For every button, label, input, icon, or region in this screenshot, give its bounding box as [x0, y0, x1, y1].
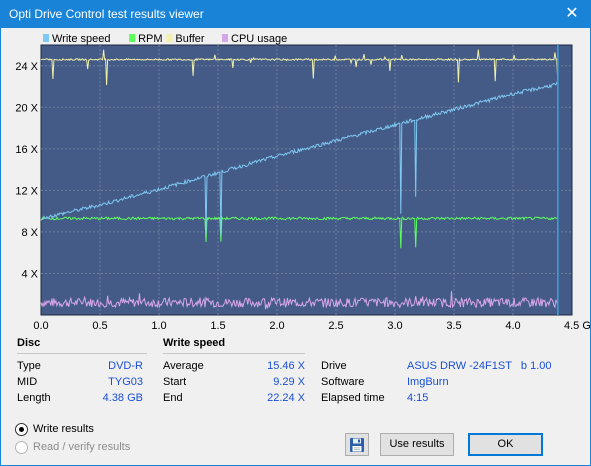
disc-mid-label: MID	[17, 376, 38, 388]
drive-value: ASUS DRW -24F1ST b 1.00	[407, 360, 552, 372]
disc-type-label: Type	[17, 360, 41, 372]
x-tick-label-0: 0.0	[33, 320, 48, 332]
chart-area: Write speed RPM Buffer CPU usage 0.0 0.5 1.0 1.…	[1, 28, 591, 333]
read-verify-results-label: Read / verify results	[33, 441, 131, 453]
speed-row-average: Average 15.46 X	[163, 360, 305, 374]
write-speed-divider	[163, 353, 305, 354]
x-tick-label-4: 2.0	[269, 320, 284, 332]
radio-unselected-icon	[15, 441, 28, 454]
x-tick-label-6: 3.0	[387, 320, 402, 332]
y-tick-label-5: 24 X	[15, 61, 38, 73]
info-row-software: Software ImgBurn	[321, 376, 581, 390]
y-tick-label-3: 16 X	[15, 144, 38, 156]
bottom-bar: Write results Read / verify results Use …	[1, 413, 590, 465]
use-results-button[interactable]: Use results	[380, 433, 454, 456]
x-tick-label-9: 4.5 GB	[564, 320, 590, 332]
x-tick-label-7: 3.5	[446, 320, 461, 332]
write-results-label: Write results	[33, 423, 94, 435]
elapsed-time-value: 4:15	[407, 392, 429, 404]
speed-row-end: End 22.24 X	[163, 392, 305, 406]
end-value: 22.24 X	[267, 392, 305, 404]
x-tick-label-1: 0.5	[92, 320, 107, 332]
series-rpm	[40, 215, 559, 249]
legend-swatch-2	[166, 34, 173, 42]
software-value: ImgBurn	[407, 376, 449, 388]
legend-label-2: Buffer	[175, 33, 204, 45]
plot-background	[40, 44, 573, 316]
end-label: End	[163, 392, 183, 404]
grid-lines	[41, 45, 572, 315]
y-tick-label-2: 12 X	[15, 185, 38, 197]
average-label: Average	[163, 360, 204, 372]
software-label: Software	[321, 376, 365, 388]
y-tick-label-1: 8 X	[21, 227, 38, 239]
y-tick-label-0: 4 X	[21, 268, 38, 280]
series-cpu-usage	[40, 290, 559, 310]
disc-row-mid: MID TYG03	[17, 376, 147, 390]
ok-button[interactable]: OK	[468, 433, 543, 456]
info-row-drive: Drive ASUS DRW -24F1ST b 1.00	[321, 360, 581, 374]
legend-label-0: Write speed	[52, 33, 111, 45]
info-row-elapsed: Elapsed time 4:15	[321, 392, 581, 406]
x-tick-label-3: 1.5	[210, 320, 225, 332]
legend-swatch-3	[222, 34, 228, 42]
disc-type-value: DVD-R	[108, 360, 143, 372]
disc-mid-value: TYG03	[108, 376, 143, 388]
disc-row-length: Length 4.38 GB	[17, 392, 147, 406]
info-panel: Drive ASUS DRW -24F1ST b 1.00 Software I…	[321, 334, 581, 409]
legend-label-3: CPU usage	[231, 33, 287, 45]
start-label: Start	[163, 376, 187, 388]
x-tick-label-8: 4.0	[505, 320, 520, 332]
drive-label: Drive	[321, 360, 347, 372]
write-speed-panel: Write speed Average 15.46 X Start 9.29 X…	[163, 334, 307, 409]
save-button[interactable]	[345, 433, 369, 456]
elapsed-time-label: Elapsed time	[321, 392, 385, 404]
radio-selected-icon	[15, 423, 28, 436]
series-write-speed	[40, 81, 559, 236]
close-icon[interactable]: ✕	[565, 5, 579, 22]
start-value: 9.29 X	[273, 376, 305, 388]
x-tick-label-5: 2.5	[328, 320, 343, 332]
series-buffer	[40, 49, 559, 86]
x-tick-label-2: 1.0	[151, 320, 166, 332]
disc-length-value: 4.38 GB	[102, 392, 143, 404]
legend-swatch-1	[129, 34, 136, 42]
write-speed-heading: Write speed	[163, 337, 226, 349]
window-title: Opti Drive Control test results viewer	[9, 7, 204, 21]
disc-heading: Disc	[17, 337, 41, 349]
disc-length-label: Length	[17, 392, 51, 404]
disc-divider	[17, 353, 147, 354]
floppy-disk-icon	[350, 438, 364, 452]
speed-chart: Write speed RPM Buffer CPU usage 0.0 0.5 1.0 1.…	[15, 33, 591, 332]
title-bar: Opti Drive Control test results viewer ✕	[1, 1, 590, 28]
legend-label-1: RPM	[138, 33, 162, 45]
disc-panel: Disc Type DVD-R MID TYG03 Length 4.38 GB	[17, 334, 151, 409]
y-tick-label-4: 20 X	[15, 102, 38, 114]
legend-swatch-0	[43, 34, 49, 42]
speed-row-start: Start 9.29 X	[163, 376, 305, 390]
disc-row-type: Type DVD-R	[17, 360, 147, 374]
average-value: 15.46 X	[267, 360, 305, 372]
